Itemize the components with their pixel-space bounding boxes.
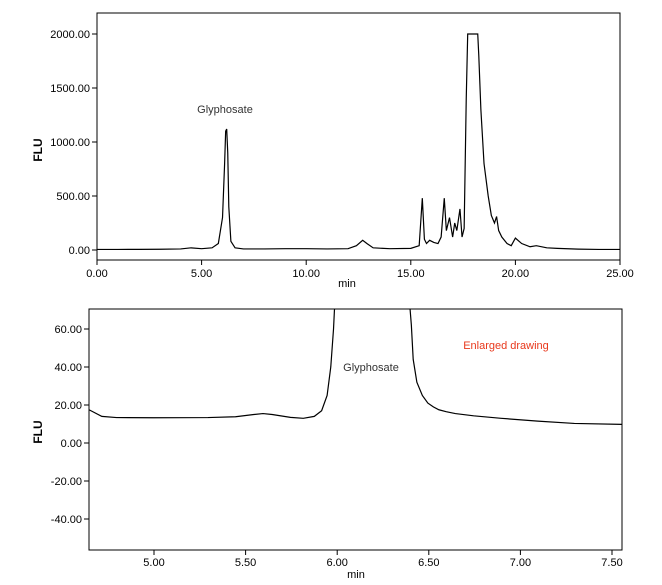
top-annotation-glyphosate: Glyphosate (197, 104, 253, 116)
top-series-line (97, 33, 620, 251)
bottom-y-axis-title: FLU (31, 420, 45, 443)
top-y-tick-label-4: 2000.00 (50, 29, 90, 41)
bottom-y-tick-labels: -40.00 -20.00 0.00 20.00 40.00 60.00 (51, 324, 82, 526)
top-x-tick-label-2: 10.00 (292, 268, 320, 280)
top-x-tick-marks (96, 260, 621, 265)
top-x-tick-label-0: 0.00 (86, 268, 107, 280)
top-plot-frame (96, 12, 621, 261)
bottom-y-tick-label-3: 20.00 (54, 400, 82, 412)
top-x-tick-label-1: 5.00 (191, 268, 212, 280)
bottom-plot-frame (88, 308, 623, 551)
top-x-axis-title: min (338, 278, 356, 290)
chart-bottom: -40.00 -20.00 0.00 20.00 40.00 60.00 5.0… (31, 308, 623, 581)
top-y-tick-marks (92, 33, 97, 251)
bottom-y-tick-marks (84, 328, 89, 520)
top-x-tick-label-5: 25.00 (606, 268, 634, 280)
top-x-tick-label-4: 20.00 (502, 268, 530, 280)
bottom-y-tick-label-4: 40.00 (54, 362, 82, 374)
bottom-x-axis-title: min (347, 569, 365, 581)
bottom-x-tick-labels: 5.00 5.50 6.00 6.50 7.00 7.50 (143, 557, 622, 569)
bottom-x-tick-label-5: 7.50 (601, 557, 622, 569)
bottom-y-tick-label-5: 60.00 (54, 324, 82, 336)
top-x-tick-label-3: 15.00 (397, 268, 425, 280)
top-y-axis-title: FLU (31, 138, 45, 161)
bottom-y-tick-label-1: -20.00 (51, 476, 82, 488)
bottom-x-tick-label-2: 6.00 (326, 557, 347, 569)
bottom-x-tick-label-0: 5.00 (143, 557, 164, 569)
bottom-x-tick-label-4: 7.00 (510, 557, 531, 569)
bottom-x-tick-label-3: 6.50 (418, 557, 439, 569)
chart-top: 0.00 500.00 1000.00 1500.00 2000.00 0.00… (31, 12, 634, 290)
bottom-series-line (89, 309, 622, 425)
top-y-tick-label-2: 1000.00 (50, 137, 90, 149)
bottom-x-tick-label-1: 5.50 (235, 557, 256, 569)
top-x-tick-labels: 0.00 5.00 10.00 15.00 20.00 25.00 (86, 268, 633, 280)
bottom-y-tick-label-0: -40.00 (51, 514, 82, 526)
top-y-tick-label-1: 500.00 (56, 191, 90, 203)
bottom-annotation-glyphosate: Glyphosate (343, 362, 399, 374)
bottom-y-tick-label-2: 0.00 (61, 438, 82, 450)
bottom-annotation-enlarged-drawing: Enlarged drawing (463, 340, 549, 352)
top-y-tick-labels: 0.00 500.00 1000.00 1500.00 2000.00 (50, 29, 90, 257)
bottom-x-tick-marks (153, 550, 613, 555)
top-y-tick-label-3: 1500.00 (50, 83, 90, 95)
top-y-tick-label-0: 0.00 (69, 245, 90, 257)
